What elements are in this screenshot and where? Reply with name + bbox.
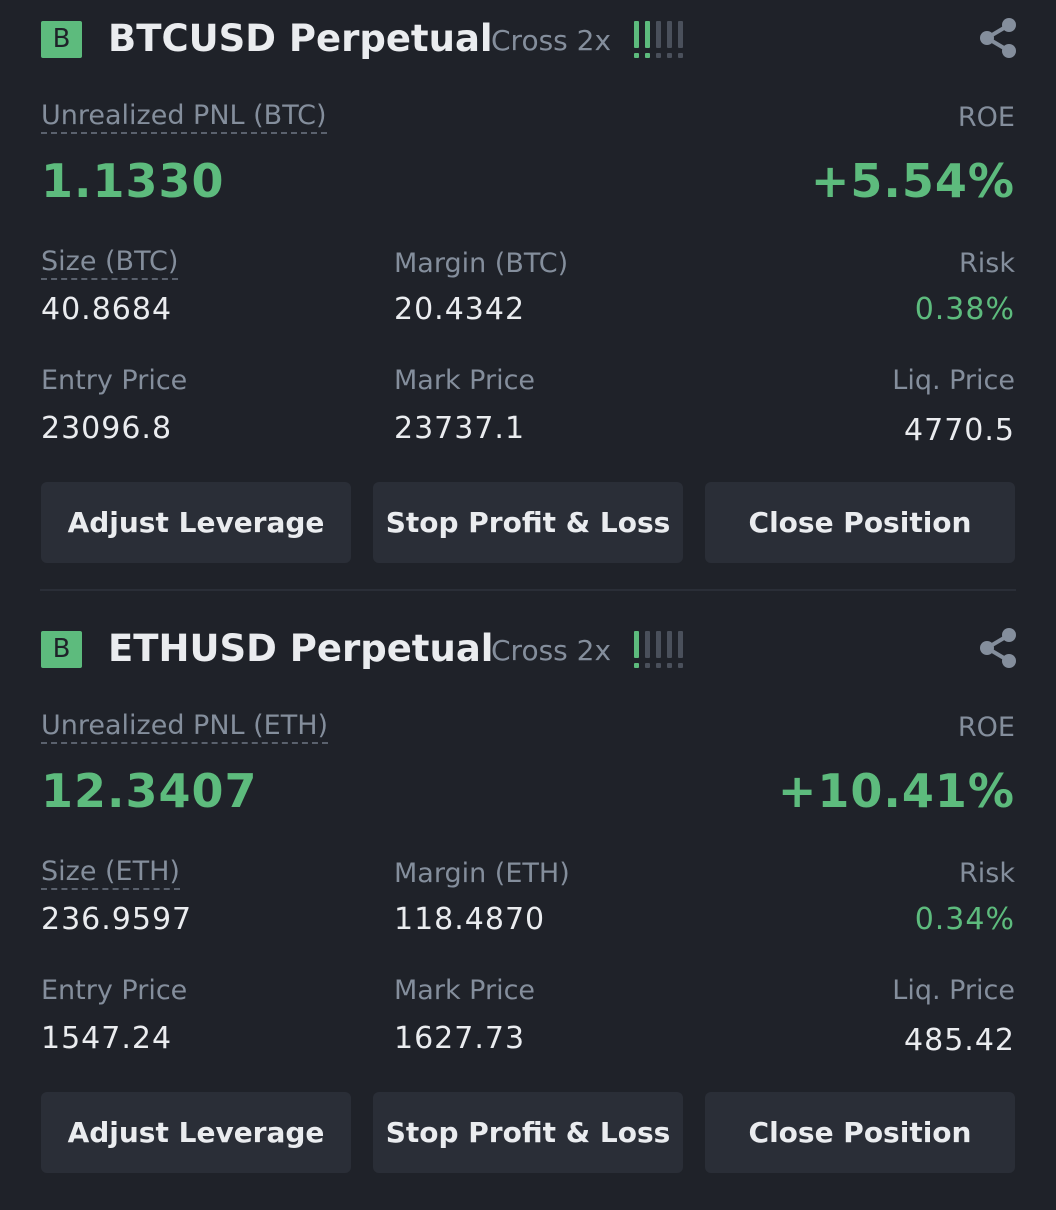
size-value: 40.8684	[41, 292, 173, 327]
entry-price-label: Entry Price	[41, 365, 188, 396]
risk-bar-dot	[678, 53, 683, 58]
mark-price-label: Mark Price	[394, 975, 536, 1006]
risk-bar-dot	[667, 53, 672, 58]
size-label[interactable]: Size (BTC)	[41, 246, 179, 280]
liq-price-value: 4770.5	[904, 413, 1015, 448]
mark-price-value: 23737.1	[394, 411, 526, 446]
risk-bar	[667, 631, 672, 658]
risk-bar-dot	[645, 53, 650, 58]
size-label[interactable]: Size (ETH)	[41, 856, 180, 890]
share-icon[interactable]	[978, 17, 1018, 59]
risk-label: Risk	[959, 248, 1015, 279]
entry-price-value: 1547.24	[41, 1021, 173, 1056]
side-badge: B	[41, 631, 82, 668]
risk-level-indicator	[630, 631, 690, 669]
unrealized-pnl-value: 12.3407	[41, 764, 258, 818]
margin-value: 118.4870	[394, 902, 546, 937]
margin-label: Margin (ETH)	[394, 858, 570, 889]
risk-bar	[656, 631, 661, 658]
margin-mode-label[interactable]: Cross 2x	[491, 634, 612, 667]
share-icon[interactable]	[978, 627, 1018, 669]
adjust-leverage-button[interactable]: Adjust Leverage	[41, 482, 351, 563]
risk-level-indicator	[630, 21, 690, 59]
risk-bar-dot	[645, 663, 650, 668]
symbol-title[interactable]: ETHUSD Perpetual	[108, 627, 494, 670]
risk-value: 0.34%	[914, 902, 1015, 937]
position-card: B BTCUSD Perpetual Cross 2x Unrealized P…	[0, 0, 1056, 600]
risk-bar-dot	[678, 663, 683, 668]
risk-bar-dot	[634, 663, 639, 668]
risk-bar-dot	[656, 53, 661, 58]
risk-value: 0.38%	[914, 292, 1015, 327]
stop-profit-loss-button[interactable]: Stop Profit & Loss	[373, 1092, 683, 1173]
position-card: B ETHUSD Perpetual Cross 2x Unrealized P…	[0, 610, 1056, 1210]
size-value: 236.9597	[41, 902, 193, 937]
risk-label: Risk	[959, 858, 1015, 889]
symbol-title[interactable]: BTCUSD Perpetual	[108, 17, 493, 60]
unrealized-pnl-label[interactable]: Unrealized PNL (ETH)	[41, 710, 329, 744]
risk-bar-dot	[656, 663, 661, 668]
entry-price-label: Entry Price	[41, 975, 188, 1006]
risk-bar	[634, 631, 639, 658]
liq-price-value: 485.42	[904, 1023, 1015, 1058]
section-divider	[40, 589, 1016, 591]
unrealized-pnl-label[interactable]: Unrealized PNL (BTC)	[41, 100, 327, 134]
close-position-button[interactable]: Close Position	[705, 482, 1015, 563]
margin-label: Margin (BTC)	[394, 248, 569, 279]
side-badge: B	[41, 21, 82, 58]
roe-label: ROE	[957, 102, 1015, 133]
roe-value: +5.54%	[810, 154, 1015, 208]
roe-value: +10.41%	[777, 764, 1015, 818]
risk-bar	[645, 21, 650, 48]
mark-price-label: Mark Price	[394, 365, 536, 396]
close-position-button[interactable]: Close Position	[705, 1092, 1015, 1173]
risk-bar-dot	[667, 663, 672, 668]
risk-bar	[634, 21, 639, 48]
margin-value: 20.4342	[394, 292, 526, 327]
liq-price-label: Liq. Price	[892, 365, 1015, 396]
risk-bar	[678, 21, 683, 48]
risk-bar	[678, 631, 683, 658]
risk-bar	[656, 21, 661, 48]
entry-price-value: 23096.8	[41, 411, 173, 446]
margin-mode-label[interactable]: Cross 2x	[491, 24, 612, 57]
risk-bar-dot	[634, 53, 639, 58]
adjust-leverage-button[interactable]: Adjust Leverage	[41, 1092, 351, 1173]
stop-profit-loss-button[interactable]: Stop Profit & Loss	[373, 482, 683, 563]
mark-price-value: 1627.73	[394, 1021, 526, 1056]
risk-bar	[667, 21, 672, 48]
roe-label: ROE	[957, 712, 1015, 743]
liq-price-label: Liq. Price	[892, 975, 1015, 1006]
unrealized-pnl-value: 1.1330	[41, 154, 225, 208]
risk-bar	[645, 631, 650, 658]
